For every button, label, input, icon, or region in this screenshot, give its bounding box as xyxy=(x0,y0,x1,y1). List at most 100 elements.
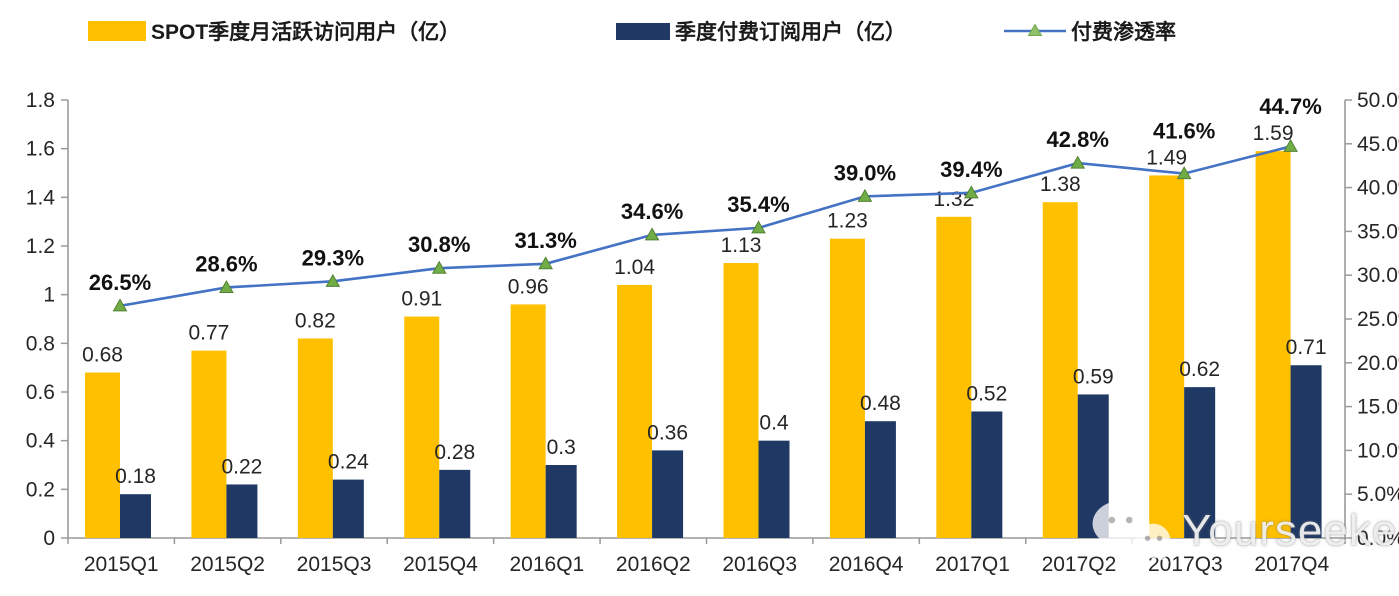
right-axis-tick-label: 20.0% xyxy=(1357,352,1399,375)
right-axis-tick-label: 5.0% xyxy=(1357,483,1399,506)
x-axis-category-label: 2015Q4 xyxy=(403,553,478,576)
mau-bar-label: 0.68 xyxy=(82,344,123,367)
subscribers-bar-label: 0.4 xyxy=(759,412,789,435)
penetration-marker xyxy=(431,260,447,274)
mau-legend-label: SPOT季度月活跃访问用户（亿） xyxy=(151,21,461,44)
subscribers-bar xyxy=(864,421,896,538)
penetration-marker xyxy=(857,188,873,202)
left-axis-tick-label: 1.4 xyxy=(26,186,56,209)
penetration-point-label: 42.8% xyxy=(1047,127,1109,152)
subscribers-bar-label: 0.62 xyxy=(1179,358,1220,381)
subscribers-bar xyxy=(439,469,471,538)
x-axis-category-label: 2017Q2 xyxy=(1042,553,1117,576)
subscribers-bar xyxy=(971,411,1003,538)
subscribers-bar xyxy=(1184,387,1216,538)
penetration-marker xyxy=(1070,155,1086,169)
right-axis-tick-label: 10.0% xyxy=(1357,439,1399,462)
penetration-marker xyxy=(538,256,554,270)
left-axis-tick-label: 0 xyxy=(43,527,55,550)
subscribers-bar-label: 0.24 xyxy=(328,451,369,474)
mau-bar-label: 0.91 xyxy=(401,288,442,311)
right-axis-tick-label: 30.0% xyxy=(1357,264,1399,287)
x-axis-category-label: 2016Q1 xyxy=(510,553,585,576)
subscribers-bar-label: 0.48 xyxy=(860,392,901,415)
mau-bar xyxy=(617,284,653,538)
subscribers-bar-label: 0.52 xyxy=(966,382,1007,405)
right-axis-tick-label: 40.0% xyxy=(1357,177,1399,200)
penetration-point-label: 44.7% xyxy=(1259,94,1321,119)
subscribers-bar xyxy=(120,494,151,538)
subscribers-bar xyxy=(758,440,790,538)
left-axis-tick-label: 1 xyxy=(43,284,55,307)
legend-item-subscribers: 季度付费订阅用户（亿） xyxy=(616,16,906,46)
left-axis-tick-label: 1.2 xyxy=(26,235,55,258)
penetration-point-label: 34.6% xyxy=(621,199,683,224)
mau-bar-label: 1.23 xyxy=(827,210,868,233)
penetration-marker xyxy=(112,298,128,312)
x-axis-category-label: 2015Q1 xyxy=(84,553,159,576)
mau-bar xyxy=(723,263,759,538)
left-axis-tick-label: 0.2 xyxy=(26,478,55,501)
subscribers-bar-label: 0.59 xyxy=(1073,365,1114,388)
right-axis-tick-label: 35.0% xyxy=(1357,220,1399,243)
mau-bar xyxy=(404,316,440,538)
penetration-marker xyxy=(1176,166,1192,180)
mau-bar xyxy=(85,372,120,538)
mau-bar-label: 1.13 xyxy=(721,234,762,257)
penetration-point-label: 31.3% xyxy=(514,228,576,253)
left-axis-tick-label: 0.8 xyxy=(26,332,55,355)
x-axis-category-label: 2016Q2 xyxy=(616,553,691,576)
mau-bar-label: 0.82 xyxy=(295,309,336,332)
penetration-point-label: 41.6% xyxy=(1153,118,1215,143)
x-axis-category-label: 2017Q1 xyxy=(935,553,1010,576)
right-axis-tick-label: 50.0% xyxy=(1357,89,1399,112)
mau-bar xyxy=(510,304,546,538)
subscribers-bar xyxy=(1077,394,1109,538)
mau-bar xyxy=(191,350,227,538)
penetration-point-label: 30.8% xyxy=(408,232,470,257)
subscribers-bar-label: 0.3 xyxy=(547,436,576,459)
left-axis-tick-label: 1.8 xyxy=(26,89,55,112)
subscribers-bar-label: 0.22 xyxy=(221,455,262,478)
penetration-point-label: 28.6% xyxy=(195,251,257,276)
x-axis-category-label: 2016Q4 xyxy=(829,553,904,576)
penetration-legend-marker xyxy=(1004,23,1066,36)
penetration-marker xyxy=(963,185,979,199)
penetration-marker xyxy=(325,273,341,287)
mau-bar xyxy=(1255,151,1291,538)
mau-bar xyxy=(297,338,333,538)
subscribers-bar-label: 0.28 xyxy=(434,441,475,464)
x-axis-category-label: 2015Q2 xyxy=(190,553,265,576)
subscribers-legend-label: 季度付费订阅用户（亿） xyxy=(675,21,906,44)
left-axis-tick-label: 0.4 xyxy=(26,430,56,453)
left-axis-tick-label: 0.6 xyxy=(26,381,55,404)
legend-item-penetration: 付费渗透率 xyxy=(1004,16,1176,46)
mau-bar xyxy=(1042,202,1078,538)
penetration-point-label: 26.5% xyxy=(89,270,151,295)
x-axis-category-label: 2016Q3 xyxy=(722,553,797,576)
subscribers-bar xyxy=(1290,365,1322,538)
subscribers-bar xyxy=(652,450,684,538)
right-axis-tick-label: 25.0% xyxy=(1357,308,1399,331)
penetration-point-label: 35.4% xyxy=(727,192,789,217)
mau-bar xyxy=(936,216,972,539)
penetration-marker xyxy=(644,227,660,241)
mau-bar-label: 1.59 xyxy=(1253,122,1294,145)
penetration-point-label: 29.3% xyxy=(302,245,364,270)
mau-legend-swatch xyxy=(88,21,146,41)
mau-bar-label: 1.49 xyxy=(1146,146,1187,169)
subscribers-bar-label: 0.36 xyxy=(647,421,688,444)
penetration-point-label: 39.0% xyxy=(834,160,896,185)
x-axis-category-label: 2015Q3 xyxy=(297,553,372,576)
penetration-point-label: 39.4% xyxy=(940,157,1002,182)
penetration-marker xyxy=(219,279,234,293)
legend-item-mau: SPOT季度月活跃访问用户（亿） xyxy=(88,16,460,46)
right-axis-tick-label: 0.0% xyxy=(1357,527,1399,550)
subscribers-bar-label: 0.71 xyxy=(1286,336,1327,359)
subscribers-legend-swatch xyxy=(616,22,670,40)
subscribers-bar xyxy=(332,479,364,538)
mau-bar xyxy=(1149,175,1185,538)
left-axis-tick-label: 1.6 xyxy=(26,138,55,161)
x-axis-category-label: 2017Q4 xyxy=(1254,553,1329,576)
